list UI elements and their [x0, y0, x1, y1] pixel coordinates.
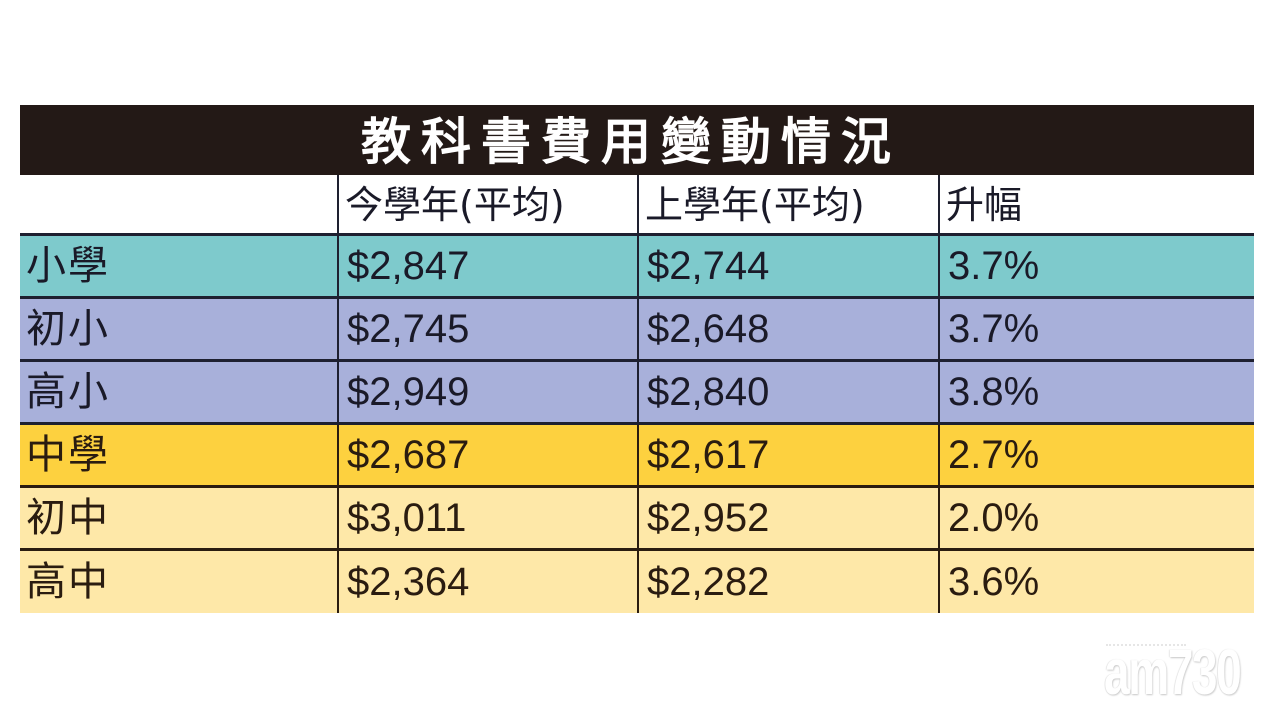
increase-value: 2.7% — [948, 433, 1040, 477]
current-year-value: $2,949 — [339, 362, 639, 422]
row-label: 高小 — [20, 362, 339, 422]
row-label: 初小 — [20, 299, 339, 359]
table-row-senior-secondary: 高中 $2,364 $2,282 3.6% — [20, 551, 1254, 613]
previous-year-value: $2,952 — [639, 488, 940, 548]
table-row-junior-secondary: 初中 $3,011 $2,952 2.0% — [20, 488, 1254, 551]
table-row-junior-primary: 初小 $2,745 $2,648 3.7% — [20, 299, 1254, 362]
table-row-secondary: 中學 $2,687 $2,617 2.7% — [20, 425, 1254, 488]
table-row-senior-primary: 高小 $2,949 $2,840 3.8% — [20, 362, 1254, 425]
watermark-text: am730 — [1104, 636, 1242, 708]
previous-year-value: $2,648 — [639, 299, 940, 359]
row-label: 小學 — [20, 236, 339, 296]
textbook-fee-table: 教科書費用變動情況 今學年(平均) 上學年(平均) 升幅 小學 $2,847 $… — [20, 105, 1254, 613]
previous-year-value: $2,744 — [639, 236, 940, 296]
increase-value: 3.7% — [948, 244, 1040, 288]
table-row-primary: 小學 $2,847 $2,744 3.7% — [20, 236, 1254, 299]
header-blank — [20, 175, 339, 233]
table-title-bar: 教科書費用變動情況 — [20, 105, 1254, 175]
header-current-year: 今學年(平均) — [339, 175, 639, 233]
current-year-value: $3,011 — [339, 488, 639, 548]
current-year-value: $2,847 — [339, 236, 639, 296]
row-label: 初中 — [20, 488, 339, 548]
previous-year-value: $2,282 — [639, 551, 940, 613]
current-year-value: $2,745 — [339, 299, 639, 359]
previous-year-value: $2,840 — [639, 362, 940, 422]
increase-value: 3.7% — [948, 307, 1040, 351]
header-previous-year: 上學年(平均) — [639, 175, 940, 233]
header-increase: 升幅 — [946, 183, 1023, 227]
table-title: 教科書費用變動情況 — [361, 113, 901, 171]
am730-watermark-logo: am730 — [1096, 632, 1256, 708]
increase-value: 2.0% — [948, 496, 1040, 540]
watermark-tagline — [1106, 644, 1186, 650]
header-row: 今學年(平均) 上學年(平均) 升幅 — [20, 175, 1254, 236]
current-year-value: $2,364 — [339, 551, 639, 613]
previous-year-value: $2,617 — [639, 425, 940, 485]
row-label: 中學 — [20, 425, 339, 485]
increase-value: 3.8% — [948, 370, 1040, 414]
current-year-value: $2,687 — [339, 425, 639, 485]
increase-value: 3.6% — [948, 560, 1040, 604]
row-label: 高中 — [20, 551, 339, 613]
